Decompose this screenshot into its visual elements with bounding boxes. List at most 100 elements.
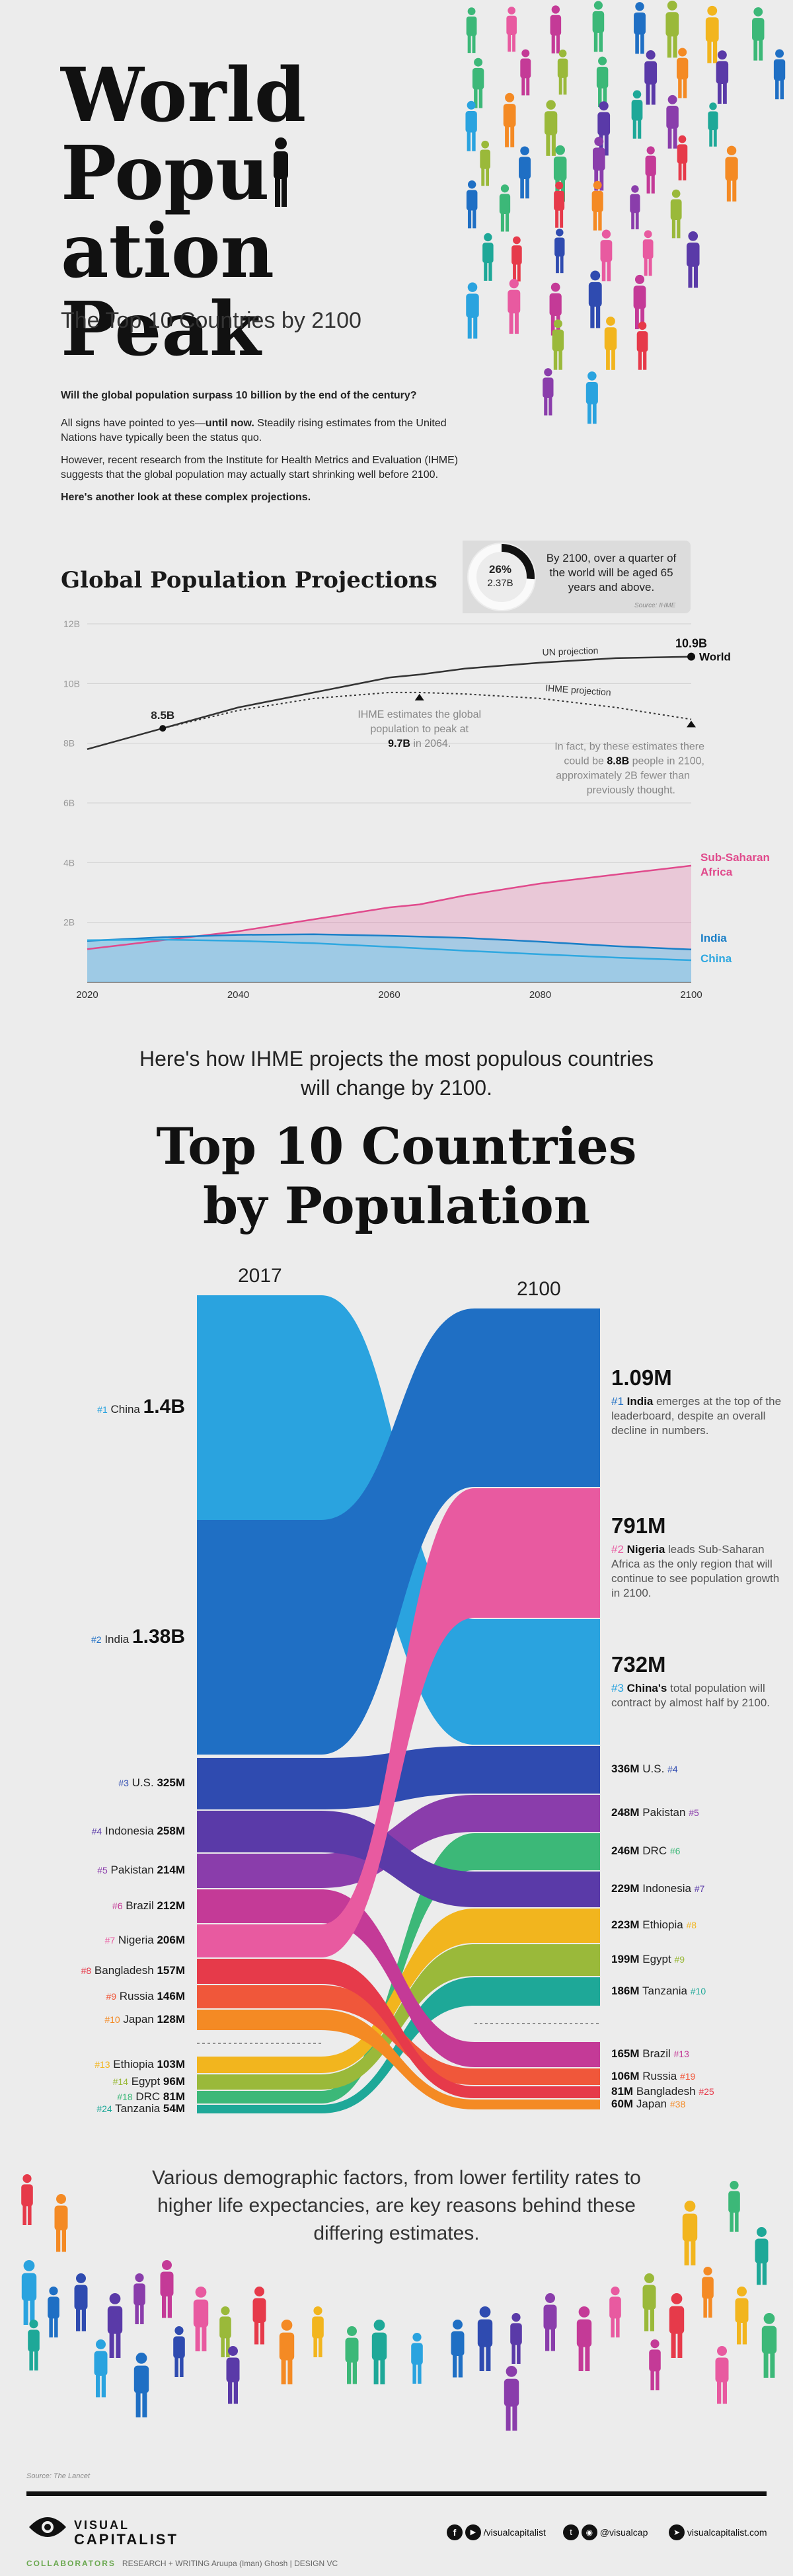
person-figure-icon [755,2227,769,2285]
x-tick-label: 2080 [529,989,551,1001]
y-tick-label: 6B [63,798,75,808]
right-label: 246M DRC #6 [611,1844,681,1857]
person-figure-icon [133,2273,145,2324]
collaborators: COLLABORATORS RESEARCH + WRITING Aruupa … [26,2559,338,2568]
title-line-3: Peak [61,286,261,373]
left-label: #7 Nigeria 206M [104,1934,185,1946]
ihme-projection-label: IHME projection [545,683,611,698]
instagram-icon: ◉ [581,2524,597,2540]
person-figure-icon [511,236,522,282]
intro-text: Will the global population surpass 10 bi… [61,389,471,513]
year-2100-label: 2100 [517,1278,561,1300]
left-label: #13 Ethiopia 103M [94,2057,185,2070]
flow-band-bangladesh [197,1959,600,2098]
un-end-label: 10.9B [675,637,707,650]
person-figure-icon [609,2287,621,2337]
person-figure-icon [226,2346,240,2404]
person-figure-icon [702,2267,714,2318]
top10-title: Top 10 Countries by Population [156,1117,637,1235]
person-figure-icon [773,49,786,100]
person-figure-icon [94,2339,108,2398]
person-figure-icon [735,2287,749,2345]
website-link[interactable]: ➤ visualcapitalist.com [669,2524,767,2540]
person-figure-icon [520,49,531,96]
flow-band-japan [197,2010,600,2109]
population-line-chart: 2B 4B 6B 8B 10B 12B 2020 2040 2060 2080 2100 8.5B 10… [63,619,770,1001]
ihme-end-marker [687,720,696,728]
right-label: 106M Russia #19 [611,2069,696,2082]
person-figure-icon [173,2326,185,2377]
title-line-1: World [61,52,307,139]
intro-p2: However, recent research from the Instit… [61,455,459,480]
left-label: #3 U.S. 325M [118,1776,185,1789]
person-figure-icon [74,2273,88,2331]
main-title: World Popu ation Peak [61,57,457,369]
y-tick-label: 10B [63,678,80,689]
right-label: 248M Pakistan #5 [611,1806,699,1819]
person-figure-icon [636,321,648,370]
x-tick-label: 2100 [680,989,702,1001]
person-figure-icon [508,279,521,334]
intro-lead: Will the global population surpass 10 bi… [61,390,417,401]
china-area [87,939,691,982]
person-figure-icon [499,184,511,232]
person-figure-icon [633,274,646,330]
facebook-link[interactable]: f ▶ /visualcapitalist [447,2524,546,2540]
person-figure-icon [133,2353,149,2417]
person-figure-icon [48,2287,59,2337]
person-figure-icon [252,2287,266,2345]
x-tick-label: 2040 [227,989,249,1001]
person-figure-icon [371,2320,387,2384]
person-figure-icon [504,2366,519,2431]
person-figure-icon [725,145,738,202]
person-figure-icon [21,2260,37,2325]
left-label: #2 India 1.38B [91,1625,185,1648]
person-figure-icon [649,2339,661,2390]
person-figure-icon [193,2287,209,2351]
intro-p1: All signs have pointed to yes—until now.… [61,418,447,443]
top3-desc: #3 China's total population will contrac… [611,1682,771,1709]
ihme-peak-marker [414,693,424,701]
person-figure-icon [543,368,554,416]
stat-text: By 2100, over a quarter of the world wil… [546,552,677,593]
person-figure-icon [676,48,689,98]
twitter-link[interactable]: t ◉ @visualcap [563,2524,648,2540]
y-tick-label: 2B [63,917,75,928]
right-label: 229M Indonesia #7 [611,1882,705,1895]
top1-value: 1.09M [611,1365,672,1390]
youtube-icon: ▶ [465,2524,481,2540]
svg-text:IHME estimates the global: IHME estimates the global [358,709,481,720]
svg-text:9.7B in 2064.: 9.7B in 2064. [388,738,451,749]
right-label: 81M Bangladesh #25 [611,2085,714,2098]
person-figure-icon [553,145,567,202]
ssa-label-2: Africa [700,866,733,878]
flow-band-pakistan [197,1795,600,1888]
india-line [87,933,692,951]
x-tick-label: 2060 [378,989,400,1001]
ranking-flow-chart [197,1295,600,2113]
title-line-2: Popu ation [61,135,457,291]
person-figure-icon [576,2306,592,2371]
person-figure-icon [54,2194,68,2252]
left-label: #8 Bangladesh 157M [81,1964,185,1977]
person-figure-icon [597,101,611,156]
person-figure-icon [642,2273,656,2331]
un-projection-label: UN projection [542,645,598,658]
person-figure-icon [585,371,598,424]
person-figure-icon [554,229,565,274]
right-label: 186M Tanzania #10 [611,1984,706,1997]
svg-text:approximately 2B fewer than: approximately 2B fewer than [556,771,690,782]
person-figure-icon [728,2181,740,2232]
person-figure-icon [677,135,688,180]
left-label: #6 Brazil 212M [112,1899,185,1912]
person-figure-icon [761,2313,777,2378]
person-figure-icon [480,140,490,186]
y-tick-label: 12B [63,619,80,629]
un-end-point [687,652,695,661]
person-figure-icon [472,57,484,108]
person-figure-icon [716,50,729,104]
person-figure-icon [411,2333,423,2384]
person-figure-icon [554,181,565,228]
facebook-icon: f [447,2524,463,2540]
person-figure-icon [634,2,646,54]
